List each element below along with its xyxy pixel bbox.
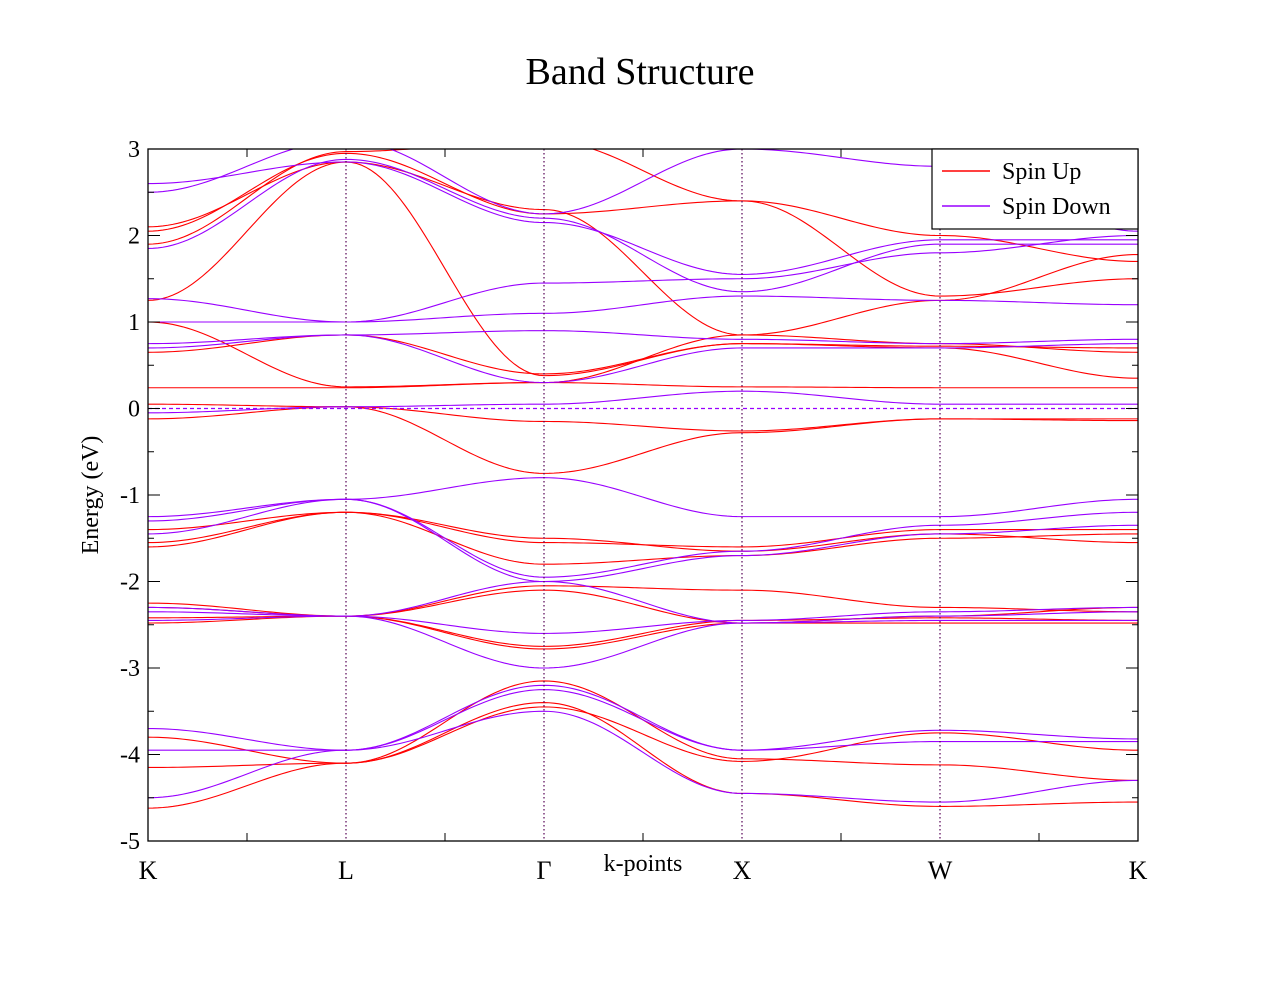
band-line	[148, 498, 1138, 578]
band-line	[148, 403, 1138, 432]
y-tick-label: -5	[120, 829, 140, 855]
band-line	[148, 684, 1138, 751]
y-tick-label: -4	[120, 743, 140, 769]
y-axis-label: Energy (eV)	[78, 436, 104, 555]
y-tick-label: 2	[128, 224, 140, 250]
legend: Spin Up Spin Down	[931, 148, 1139, 230]
kpoint-label: K	[139, 856, 158, 885]
band-line	[148, 334, 1138, 375]
series-spin-down	[148, 149, 1138, 803]
band-line	[148, 390, 1138, 414]
band-line	[148, 511, 1138, 548]
band-line	[148, 680, 1138, 809]
y-tick-label: -3	[120, 656, 140, 682]
y-tick-label: 0	[128, 397, 140, 423]
band-line	[148, 606, 1138, 669]
band-line	[148, 602, 1138, 650]
band-line	[148, 381, 1138, 389]
chart-title: Band Structure	[525, 51, 755, 93]
band-line	[148, 498, 1138, 583]
band-line	[148, 689, 1138, 751]
band-line	[148, 710, 1138, 803]
band-line	[148, 161, 1138, 379]
band-line	[148, 702, 1138, 807]
bands	[148, 149, 1138, 809]
band-line	[148, 161, 1138, 336]
kpoint-label: X	[733, 856, 752, 885]
band-line	[148, 158, 1138, 293]
y-tick-label: 1	[128, 310, 140, 336]
legend-label: Spin Down	[1002, 194, 1111, 220]
band-line	[148, 234, 1138, 323]
band-line	[148, 149, 1138, 262]
plot-frame	[147, 148, 1139, 842]
series-spin-up	[148, 149, 1138, 809]
kpoint-label: Γ	[536, 856, 551, 885]
kpoint-label: W	[928, 856, 953, 885]
y-tick-label: -2	[120, 570, 140, 596]
band-line	[148, 511, 1138, 565]
kpoint-label: K	[1129, 856, 1148, 885]
band-line	[148, 321, 1138, 388]
legend-label: Spin Up	[1002, 159, 1081, 185]
band-line	[148, 295, 1138, 323]
band-line	[148, 511, 1138, 552]
band-line	[148, 580, 1138, 624]
band-line	[148, 152, 1138, 297]
band-line	[148, 706, 1138, 764]
y-tick-label: -1	[120, 483, 140, 509]
legend-box	[931, 148, 1139, 230]
band-line	[148, 334, 1138, 384]
band-line	[148, 161, 1138, 275]
kpoint-label: L	[338, 856, 354, 885]
x-axis-label: k-points	[604, 851, 683, 877]
band-line	[148, 406, 1138, 474]
y-tick-label: 3	[128, 137, 140, 163]
